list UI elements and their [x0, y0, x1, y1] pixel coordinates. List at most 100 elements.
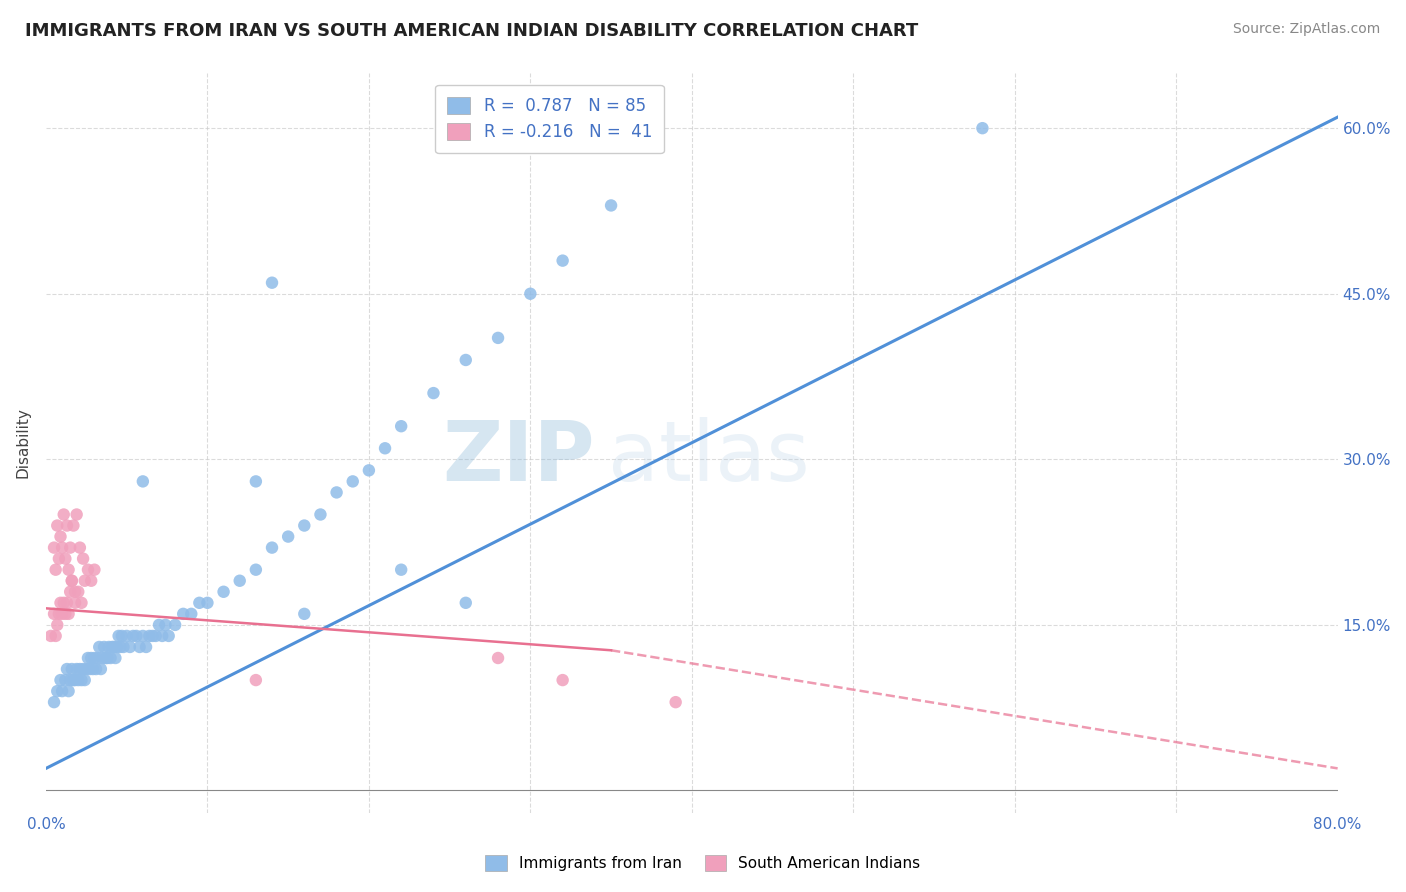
Point [155, 618, 177, 632]
Point [122, 629, 145, 643]
Point [197, 596, 219, 610]
Point [135, 640, 157, 654]
Point [665, 695, 688, 709]
Point [83, 651, 105, 665]
Point [93, 640, 115, 654]
Point [245, 673, 267, 687]
Point [128, 640, 150, 654]
Point [132, 629, 155, 643]
Point [486, 651, 509, 665]
Point [107, 629, 129, 643]
Point [80, 574, 103, 588]
Point [52, 508, 75, 522]
Point [59, 584, 82, 599]
Point [84, 662, 107, 676]
Point [63, 584, 86, 599]
Point [100, 651, 122, 665]
Point [49, 596, 72, 610]
Point [132, 475, 155, 489]
Point [60, 662, 83, 676]
Point [422, 386, 444, 401]
Point [60, 574, 83, 588]
Point [66, 662, 89, 676]
Point [73, 673, 96, 687]
Point [59, 673, 82, 687]
Point [58, 607, 80, 621]
Point [228, 574, 250, 588]
Point [245, 475, 267, 489]
Text: atlas: atlas [607, 417, 810, 498]
Point [118, 640, 141, 654]
Legend: Immigrants from Iran, South American Indians: Immigrants from Iran, South American Ind… [479, 849, 927, 877]
Point [42, 607, 65, 621]
Point [172, 607, 194, 621]
Point [600, 198, 623, 212]
Point [58, 563, 80, 577]
Point [104, 651, 127, 665]
Point [86, 651, 108, 665]
Y-axis label: Disability: Disability [15, 408, 30, 478]
Point [45, 563, 67, 577]
Point [60, 574, 83, 588]
Point [454, 596, 477, 610]
Point [148, 618, 170, 632]
Point [90, 662, 112, 676]
Point [58, 684, 80, 698]
Point [91, 651, 114, 665]
Point [48, 551, 70, 566]
Point [49, 530, 72, 544]
Point [212, 584, 235, 599]
Point [53, 607, 76, 621]
Point [53, 673, 76, 687]
Point [389, 563, 412, 577]
Point [94, 651, 117, 665]
Point [56, 596, 79, 610]
Point [63, 596, 86, 610]
Point [551, 673, 574, 687]
Text: ZIP: ZIP [443, 417, 595, 498]
Point [75, 662, 97, 676]
Point [188, 596, 211, 610]
Point [73, 574, 96, 588]
Point [389, 419, 412, 434]
Point [52, 596, 75, 610]
Point [551, 253, 574, 268]
Point [70, 596, 93, 610]
Point [325, 485, 347, 500]
Point [72, 551, 94, 566]
Point [69, 662, 91, 676]
Point [46, 618, 69, 632]
Point [110, 640, 132, 654]
Point [72, 662, 94, 676]
Point [80, 651, 103, 665]
Legend: R =  0.787   N = 85, R = -0.216   N =  41: R = 0.787 N = 85, R = -0.216 N = 41 [436, 85, 664, 153]
Point [46, 518, 69, 533]
Point [103, 640, 125, 654]
Point [111, 629, 134, 643]
Point [42, 695, 65, 709]
Point [96, 651, 118, 665]
Point [157, 629, 180, 643]
Point [48, 607, 70, 621]
Point [115, 629, 138, 643]
Point [292, 607, 315, 621]
Point [39, 629, 62, 643]
Point [145, 629, 167, 643]
Point [51, 684, 73, 698]
Point [105, 640, 128, 654]
Point [69, 541, 91, 555]
Point [972, 121, 994, 136]
Point [53, 551, 76, 566]
Point [62, 518, 84, 533]
Point [374, 442, 396, 456]
Point [49, 673, 72, 687]
Point [342, 475, 364, 489]
Point [45, 629, 67, 643]
Point [260, 541, 283, 555]
Point [97, 640, 120, 654]
Point [62, 673, 84, 687]
Point [125, 629, 148, 643]
Point [42, 541, 65, 555]
Point [83, 563, 105, 577]
Point [454, 353, 477, 368]
